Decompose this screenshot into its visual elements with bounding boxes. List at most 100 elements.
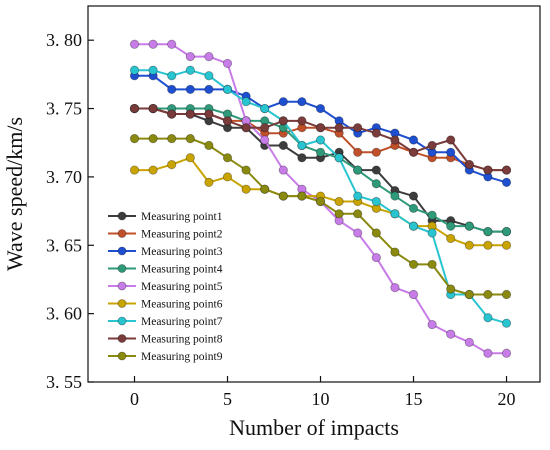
data-point	[408, 259, 419, 270]
data-point	[390, 135, 400, 145]
data-point	[129, 65, 140, 75]
data-point	[241, 165, 251, 175]
data-point	[483, 165, 493, 175]
data-point	[408, 289, 419, 300]
data-point	[334, 153, 344, 163]
data-point	[185, 153, 195, 163]
legend-label: Measuring point4	[141, 264, 223, 276]
data-point	[501, 348, 512, 358]
data-point	[222, 84, 233, 95]
data-point	[167, 71, 177, 81]
legend-marker	[117, 334, 127, 343]
data-point	[129, 134, 140, 144]
y-tick-label: 3. 65	[46, 235, 82, 255]
data-point	[204, 51, 214, 62]
data-point	[167, 84, 177, 95]
data-point	[464, 289, 474, 300]
legend-marker	[117, 229, 127, 238]
data-point	[390, 191, 400, 201]
data-point	[278, 165, 288, 175]
legend-marker	[117, 211, 127, 221]
data-point	[483, 240, 493, 250]
data-point	[148, 103, 158, 114]
data-point	[167, 109, 177, 119]
data-point	[129, 165, 140, 175]
data-point	[446, 221, 456, 231]
data-point	[408, 221, 419, 231]
axes: 0 5 10 15 20 3. 55 3. 60 3. 65 3. 70 3. 75 3. 80	[46, 5, 541, 409]
data-point	[501, 240, 512, 250]
data-point	[204, 140, 214, 151]
data-point	[446, 284, 456, 294]
legend-item: Measuring point6	[108, 299, 223, 311]
x-tick-label: 5	[223, 389, 232, 409]
data-point	[501, 165, 512, 175]
y-tick-label: 3. 55	[46, 372, 82, 392]
legend-marker	[117, 264, 127, 273]
data-point	[278, 97, 288, 107]
data-point	[501, 318, 512, 328]
data-point	[222, 58, 233, 69]
data-point	[353, 228, 363, 238]
data-point	[371, 128, 381, 138]
legend: Measuring point1 Measuring point2 Measurin…	[108, 211, 223, 363]
data-point	[371, 165, 381, 175]
data-point	[353, 209, 363, 219]
x-tick-label: 10	[312, 389, 330, 409]
data-point	[390, 247, 400, 257]
data-point	[129, 39, 140, 49]
data-point	[501, 177, 512, 187]
legend-marker	[117, 351, 127, 361]
series-8	[129, 103, 512, 175]
legend-item: Measuring point5	[108, 281, 223, 293]
data-point	[371, 179, 381, 189]
data-point	[185, 134, 195, 144]
x-axis-title: Number of impacts	[229, 415, 399, 440]
data-point	[241, 184, 251, 194]
data-point	[315, 196, 326, 207]
data-point	[185, 109, 195, 119]
data-point	[446, 329, 456, 339]
legend-label: Measuring point3	[141, 246, 223, 258]
y-tick-label: 3. 75	[46, 99, 82, 119]
legend-label: Measuring point5	[141, 281, 223, 293]
legend-item: Measuring point1	[108, 211, 223, 223]
y-tick-label: 3. 80	[46, 30, 82, 50]
data-point	[148, 134, 158, 144]
data-point	[148, 165, 158, 175]
data-point	[371, 147, 381, 157]
data-point	[148, 39, 158, 49]
data-point	[464, 240, 474, 250]
data-point	[297, 97, 307, 107]
data-point	[278, 140, 288, 151]
data-point	[408, 135, 419, 145]
data-point	[185, 65, 195, 75]
y-tick-label: 3. 60	[46, 304, 82, 324]
data-point	[167, 160, 177, 170]
data-point	[483, 313, 493, 323]
legend-marker	[117, 281, 127, 291]
legend-label: Measuring point8	[141, 334, 223, 346]
data-point	[315, 135, 326, 145]
data-point	[185, 84, 195, 95]
legend-marker	[117, 316, 127, 326]
data-point	[408, 147, 419, 157]
legend-item: Measuring point8	[108, 334, 223, 346]
data-point	[427, 319, 437, 330]
legend-label: Measuring point1	[141, 211, 223, 223]
series-layer	[129, 39, 512, 358]
series-5	[129, 39, 512, 358]
data-point	[278, 116, 288, 126]
data-point	[204, 177, 214, 187]
legend-label: Measuring point6	[141, 299, 223, 311]
data-point	[297, 191, 307, 201]
data-point	[241, 97, 251, 107]
legend-item: Measuring point7	[108, 316, 223, 328]
data-point	[278, 191, 288, 201]
legend-item: Measuring point2	[108, 229, 223, 241]
data-point	[464, 337, 474, 347]
legend-marker	[117, 299, 127, 308]
data-point	[260, 123, 270, 133]
data-point	[353, 147, 363, 157]
